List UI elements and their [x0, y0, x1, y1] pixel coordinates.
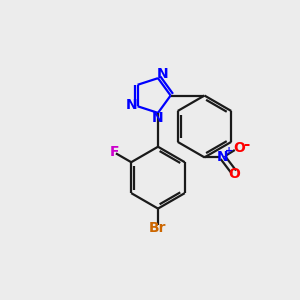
Text: F: F	[110, 145, 119, 159]
Text: -: -	[243, 137, 249, 152]
Text: +: +	[225, 146, 233, 156]
Text: N: N	[217, 150, 229, 164]
Text: O: O	[228, 167, 240, 181]
Text: N: N	[126, 98, 137, 112]
Text: N: N	[157, 67, 168, 81]
Text: O: O	[233, 141, 245, 155]
Text: Br: Br	[149, 221, 167, 235]
Text: N: N	[152, 111, 163, 125]
